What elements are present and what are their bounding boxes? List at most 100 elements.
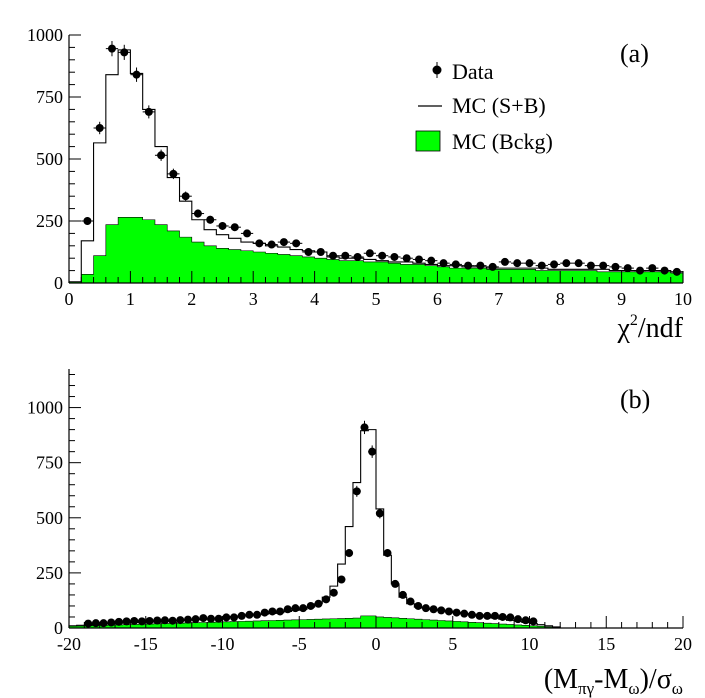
data-point — [306, 601, 315, 610]
data-point — [237, 611, 246, 620]
data-point — [132, 70, 141, 79]
data-point — [337, 575, 346, 584]
legend-data-label: Data — [452, 59, 494, 84]
data-point — [107, 618, 116, 627]
data-point — [506, 613, 515, 622]
data-point — [304, 248, 313, 256]
data-point — [586, 261, 595, 270]
x-tick-label: 20 — [674, 634, 692, 654]
data-point — [322, 595, 331, 604]
data-point — [427, 256, 436, 265]
data-point — [464, 261, 473, 270]
data-point — [537, 261, 546, 270]
x-tick-label: 3 — [249, 289, 258, 309]
data-point — [521, 616, 530, 625]
data-point — [611, 262, 620, 271]
x-tick-label: 0 — [372, 634, 381, 654]
panel-a-data-points — [81, 41, 683, 276]
data-point — [268, 607, 277, 616]
data-point — [316, 248, 325, 256]
y-tick-label: 250 — [36, 211, 63, 231]
data-point — [390, 252, 399, 261]
data-point — [243, 229, 252, 238]
x-tick-label: 15 — [597, 634, 615, 654]
y-tick-label: 750 — [36, 87, 63, 107]
data-point — [291, 604, 300, 613]
data-point — [206, 215, 215, 224]
data-point — [562, 259, 571, 268]
data-point — [122, 617, 131, 626]
x-tick-label: 0 — [65, 289, 74, 309]
data-point — [365, 249, 374, 258]
data-point — [414, 255, 423, 264]
panel-b-data-points — [84, 420, 538, 628]
data-point — [314, 599, 323, 608]
data-point — [193, 209, 202, 218]
data-point — [429, 605, 438, 614]
legend: Data MC (S+B) MC (Bckg) — [415, 59, 553, 154]
panel-b-label: (b) — [620, 385, 650, 414]
x-tick-label: -15 — [134, 634, 158, 654]
data-point — [513, 259, 522, 268]
panel-b-axes: -20 -15 -10 -5 0 5 10 15 20 0 250 500 750 1000 — [27, 369, 692, 654]
x-tick-label: 5 — [448, 634, 457, 654]
data-point — [95, 124, 104, 132]
panel-b-chart: -20 -15 -10 -5 0 5 10 15 20 0 250 500 750 1000 (b) (M… — [27, 369, 692, 698]
data-point — [214, 614, 223, 623]
x-tick-label: -10 — [211, 634, 235, 654]
data-point — [267, 240, 276, 249]
data-point — [253, 610, 262, 619]
data-point — [276, 607, 285, 616]
panel-b-x-axis-label: (Mπγ-Mω)/σω — [544, 664, 683, 698]
x-tick-label: 6 — [433, 289, 442, 309]
data-point — [498, 612, 507, 621]
data-point — [476, 261, 485, 270]
y-tick-label: 1000 — [27, 25, 63, 45]
x-tick-label: 7 — [494, 289, 503, 309]
data-point — [467, 610, 476, 619]
data-point — [550, 260, 559, 269]
data-point — [230, 613, 239, 622]
data-point — [345, 549, 354, 558]
bckg-histogram-outline — [68, 216, 683, 283]
y-tick-label: 0 — [54, 273, 63, 293]
data-point — [114, 617, 123, 626]
data-point — [529, 617, 538, 626]
data-point — [368, 447, 377, 456]
panel-a-mc-sb-line — [68, 49, 684, 283]
data-point — [84, 619, 93, 628]
y-tick-label: 1000 — [27, 398, 63, 418]
data-point — [488, 262, 497, 271]
x-tick-label: 8 — [556, 289, 565, 309]
data-point — [648, 264, 657, 273]
panel-a-bckg-area — [68, 216, 683, 283]
y-tick-label: 0 — [54, 618, 63, 638]
panel-a-x-axis-label: χ2/ndf — [616, 312, 683, 344]
data-point — [623, 264, 632, 273]
data-point — [292, 239, 301, 248]
data-point — [130, 616, 139, 625]
data-point — [341, 251, 350, 260]
legend-mc-bckg-swatch — [415, 130, 441, 152]
data-point — [169, 169, 178, 178]
data-point — [91, 619, 100, 628]
data-point — [183, 615, 192, 624]
data-point — [375, 509, 384, 518]
data-point — [500, 257, 509, 266]
data-point — [439, 259, 448, 268]
data-point — [153, 616, 162, 625]
data-point — [107, 44, 116, 53]
data-point — [599, 261, 608, 270]
x-tick-label: -5 — [292, 634, 307, 654]
data-point — [145, 616, 154, 625]
data-point — [137, 617, 146, 626]
data-point — [414, 601, 423, 610]
data-point — [525, 259, 534, 268]
data-point — [329, 588, 338, 597]
y-tick-label: 500 — [36, 149, 63, 169]
x-tick-label: 2 — [187, 289, 196, 309]
legend-mc-sb-label: MC (S+B) — [452, 93, 546, 118]
data-point — [452, 608, 461, 617]
x-tick-label: 10 — [521, 634, 539, 654]
